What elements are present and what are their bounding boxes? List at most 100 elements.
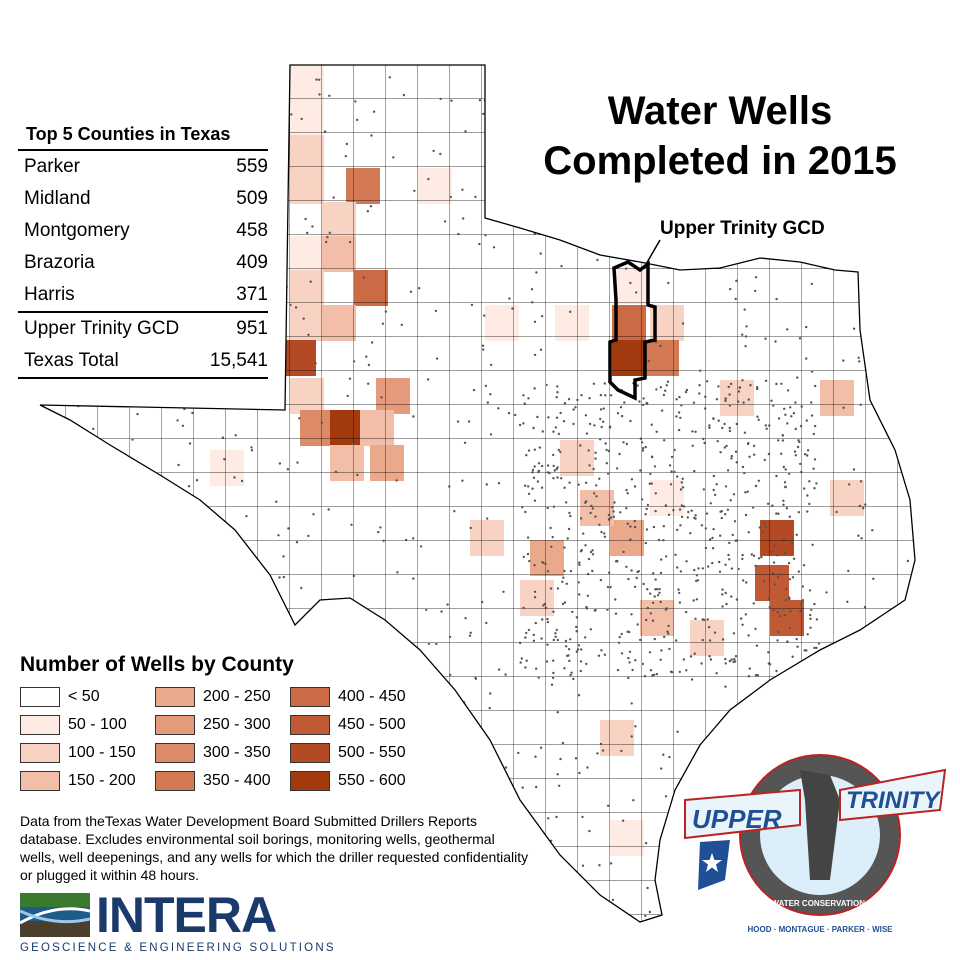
well-dot xyxy=(432,149,435,153)
well-dot xyxy=(107,609,110,612)
well-dot xyxy=(652,572,655,575)
well-dot xyxy=(554,635,557,638)
well-dot xyxy=(533,590,537,593)
well-dot xyxy=(545,660,549,663)
well-dot xyxy=(250,446,253,449)
well-dot xyxy=(701,638,704,642)
well-dot xyxy=(856,242,860,245)
well-dot xyxy=(62,646,66,650)
well-dot xyxy=(637,570,640,573)
well-dot xyxy=(678,591,681,595)
well-dot xyxy=(631,668,634,672)
well-dot xyxy=(767,662,770,665)
well-dot xyxy=(596,752,599,755)
well-dot xyxy=(82,115,85,119)
well-dot xyxy=(747,675,751,678)
well-dot xyxy=(601,749,605,752)
well-dot xyxy=(572,422,575,426)
well-dot xyxy=(532,426,535,430)
well-dot xyxy=(597,654,601,657)
well-dot xyxy=(763,580,766,583)
well-dot xyxy=(641,498,644,501)
well-dot xyxy=(478,242,481,246)
well-dot xyxy=(469,526,472,530)
well-dot xyxy=(765,427,768,430)
well-dot xyxy=(636,224,639,227)
well-dot xyxy=(524,510,527,514)
legend: Number of Wells by County < 50 200 - 250 4… xyxy=(20,652,425,792)
well-dot xyxy=(225,583,228,587)
table-row: Harris 371 xyxy=(18,279,268,311)
well-dot xyxy=(625,239,628,242)
well-dot xyxy=(237,103,241,106)
well-dot xyxy=(527,485,530,488)
well-dot xyxy=(814,384,817,388)
well-dot xyxy=(607,449,611,453)
well-dot xyxy=(629,525,632,528)
well-dot xyxy=(533,320,537,323)
well-dot xyxy=(764,77,768,80)
well-dot xyxy=(727,385,730,389)
title-line-1: Water Wells xyxy=(607,89,833,133)
well-dot xyxy=(609,586,612,589)
well-dot xyxy=(314,362,317,365)
well-dot xyxy=(749,384,752,387)
well-dot xyxy=(581,815,584,819)
well-dot xyxy=(86,493,90,497)
well-dot xyxy=(607,804,610,807)
well-dot xyxy=(756,415,759,418)
well-dot xyxy=(565,645,568,648)
well-dot xyxy=(679,488,683,491)
logo-counties-text: HOOD · MONTAGUE · PARKER · WISE xyxy=(747,925,893,934)
well-dot xyxy=(795,533,798,536)
well-dot xyxy=(721,426,724,430)
well-dot xyxy=(540,315,544,318)
well-dot xyxy=(536,480,540,483)
well-dot xyxy=(733,520,737,523)
well-dot xyxy=(887,733,890,737)
well-dot xyxy=(799,602,803,605)
well-dot xyxy=(537,462,541,465)
well-dot xyxy=(802,564,806,567)
well-dot xyxy=(40,523,42,527)
well-dot xyxy=(533,596,537,599)
well-dot xyxy=(741,557,744,561)
well-dot xyxy=(719,451,722,454)
legend-label: 250 - 300 xyxy=(203,716,271,733)
well-dot xyxy=(541,430,544,433)
well-dot xyxy=(652,673,656,676)
well-dot xyxy=(619,348,623,351)
well-dot xyxy=(803,246,806,249)
well-dot xyxy=(523,204,527,207)
well-dot xyxy=(763,458,766,462)
well-dot xyxy=(810,414,814,417)
well-dot xyxy=(604,442,607,445)
well-dot xyxy=(675,639,678,642)
well-dot xyxy=(571,610,574,614)
well-dot xyxy=(633,585,637,588)
legend-swatch xyxy=(20,771,60,791)
well-dot xyxy=(685,388,689,392)
well-dot xyxy=(586,594,590,597)
well-dot xyxy=(535,271,538,274)
intera-wordmark: INTERA xyxy=(96,887,277,943)
well-dot xyxy=(667,513,671,516)
well-dot xyxy=(669,670,673,673)
well-dot xyxy=(579,444,582,447)
well-dot xyxy=(690,509,693,512)
well-dot xyxy=(287,527,290,530)
well-dot xyxy=(670,470,673,473)
well-dot xyxy=(704,407,707,410)
well-dot xyxy=(563,667,566,670)
well-dot xyxy=(627,656,630,660)
well-dot xyxy=(900,343,904,346)
well-dot xyxy=(428,713,432,716)
well-dot xyxy=(756,387,759,391)
well-dot xyxy=(678,395,681,399)
well-dot xyxy=(859,480,863,483)
well-dot xyxy=(781,607,785,610)
well-dot xyxy=(648,482,651,485)
well-dot xyxy=(154,65,157,67)
well-dot xyxy=(847,569,850,573)
well-dot xyxy=(573,189,576,193)
